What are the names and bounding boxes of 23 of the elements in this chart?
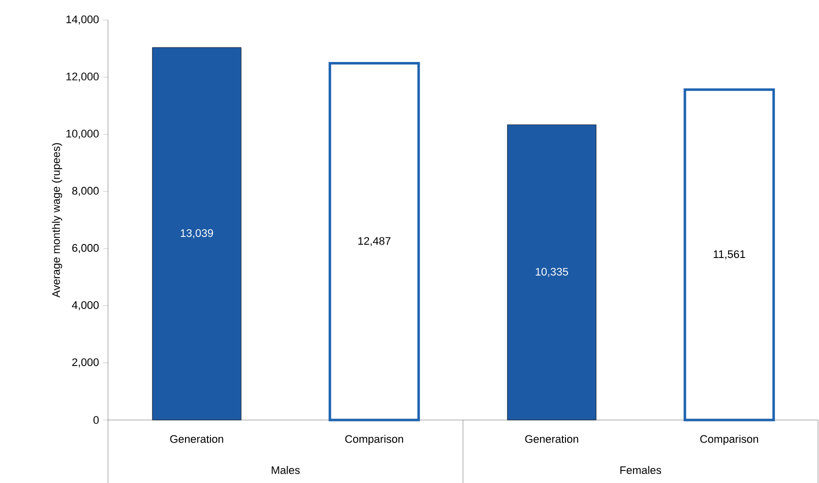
data-label: 13,039	[180, 229, 213, 238]
bar	[152, 47, 242, 420]
x-tick-label: Comparison	[700, 434, 758, 446]
data-label: 11,561	[714, 250, 746, 260]
y-tick-label: 0	[93, 416, 99, 424]
bar	[328, 62, 420, 422]
data-label: 10,335	[536, 268, 568, 277]
x-tick-label: Generation	[170, 434, 224, 443]
bar	[507, 124, 596, 420]
y-tick-label: 2,000	[72, 358, 99, 368]
y-tick-label: 14,000	[66, 15, 99, 25]
y-tick-label: 6,000	[72, 244, 99, 254]
y-axis-title: Average monthly wage (rupees)	[52, 143, 62, 298]
data-label: 12,487	[358, 237, 390, 246]
bar	[684, 88, 775, 422]
y-tick-label: 12,000	[66, 72, 99, 82]
text: Males	[272, 466, 300, 474]
y-tick-label: 8,000	[72, 186, 99, 196]
x-tick-label: Generation	[525, 434, 578, 443]
text: Females	[620, 466, 662, 474]
x-tick-label: Comparison	[345, 434, 404, 446]
y-tick-label: 4,000	[72, 301, 99, 310]
y-tick-label: 10,000	[66, 130, 99, 139]
